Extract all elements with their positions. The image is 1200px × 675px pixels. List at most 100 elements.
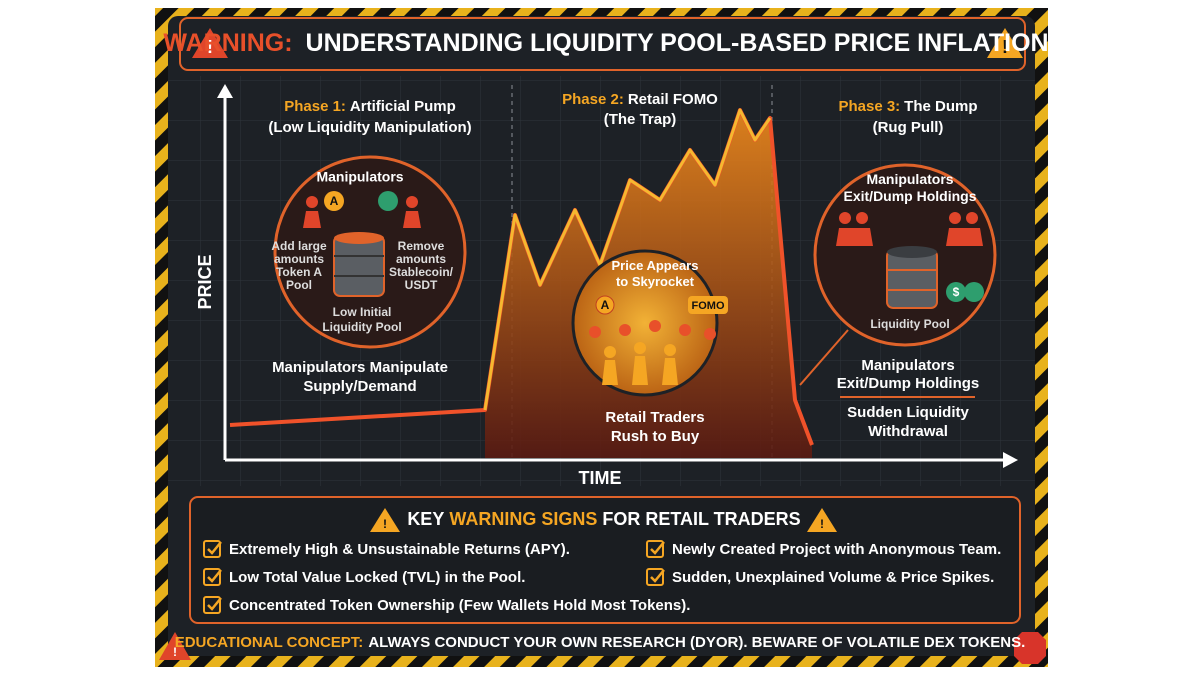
caption-part: Manipulators	[861, 357, 954, 374]
pool-label-part: Liquidity Pool	[322, 320, 401, 334]
signs-title-part: WARNING SIGNS	[449, 509, 597, 529]
warning-icon-part	[987, 28, 1023, 58]
phase-heading: Phase 1: Artificial Pump	[284, 98, 456, 115]
warning-icon-part: !	[383, 517, 387, 531]
person-icon-part	[966, 212, 978, 224]
sign-text: Low Total Value Locked (TVL) in the Pool…	[229, 569, 525, 586]
footer-text-part: EDUCATIONAL CONCEPT:	[175, 634, 364, 651]
sign-text: Extremely High & Unsustainable Returns (…	[229, 541, 570, 558]
phase-heading-part: Phase 1:	[284, 98, 346, 115]
axes-part	[217, 84, 233, 98]
phase-heading-part: Phase 3:	[838, 98, 900, 115]
caption-part: Withdrawal	[868, 423, 948, 440]
phase-1-part	[378, 191, 398, 211]
footer-text-part: ALWAYS CONDUCT YOUR OWN RESEARCH (DYOR).…	[368, 634, 1025, 651]
sign-item: Extremely High & Unsustainable Returns (…	[203, 540, 570, 558]
warning-icon-part	[370, 508, 400, 532]
sign-items: Extremely High & Unsustainable Returns (…	[203, 540, 1001, 614]
caption: Manipulators Manipulate Supply/Demand	[272, 359, 448, 395]
phase-3-part	[946, 282, 966, 302]
x-axis-label: TIME	[579, 468, 622, 488]
circle-title: Manipulators	[316, 169, 403, 185]
warning-signs: ! ! KEY WARNING SIGNS FOR RETAIL TRADERS E…	[189, 496, 1021, 624]
sign-item: Concentrated Token Ownership (Few Wallet…	[203, 596, 690, 614]
person-icon-part	[856, 212, 868, 224]
barrel-part	[887, 246, 937, 258]
check-mark	[650, 569, 665, 583]
warning-icon: !	[807, 508, 837, 532]
sign-item: Sudden, Unexplained Volume & Price Spike…	[646, 568, 994, 586]
right-note-part: USDT	[405, 278, 438, 292]
signs-title: KEY WARNING SIGNS FOR RETAIL TRADERS	[407, 509, 800, 529]
coin-label: $	[953, 285, 960, 299]
person-icon	[836, 212, 983, 246]
warning-icon: !	[192, 28, 228, 58]
barrel-part	[334, 232, 384, 244]
pool-label-part: Low Initial	[333, 305, 392, 319]
phase-subtitle: (Low Liquidity Manipulation)	[268, 119, 471, 136]
phase-heading-part: Retail FOMO	[628, 91, 718, 108]
sign-text: Concentrated Token Ownership (Few Wallet…	[229, 597, 690, 614]
phase-3-part	[964, 282, 984, 302]
phase-1-part	[324, 191, 344, 211]
sign-item: Newly Created Project with Anonymous Tea…	[646, 540, 1001, 558]
check-box	[646, 568, 664, 586]
axes-part	[1003, 452, 1018, 468]
footer: ! EDUCATIONAL CONCEPT: ALWAYS CONDUCT YOU…	[159, 632, 1046, 664]
right-note-part: amounts	[396, 252, 446, 266]
phase-heading: Phase 2: Retail FOMO	[562, 91, 718, 108]
check-mark	[207, 541, 222, 555]
caption-part: Sudden Liquidity	[847, 404, 969, 421]
person-icon-part	[403, 211, 421, 228]
crowd-part	[704, 328, 716, 340]
phase-heading-part: Artificial Pump	[350, 98, 456, 115]
caption-part: Retail Traders	[605, 409, 704, 426]
coin-label: A	[601, 298, 610, 312]
frame-part	[179, 17, 1026, 71]
phase-2: Phase 2: Retail FOMO (The Trap) Price App…	[562, 91, 728, 445]
sign-text: Sudden, Unexplained Volume & Price Spike…	[672, 569, 994, 586]
warning-icon-part	[192, 28, 228, 58]
warning-icon-part	[159, 632, 191, 660]
person-icon	[303, 196, 421, 228]
title-prefix: WARNING:	[163, 29, 292, 57]
axes: PRICE TIME	[195, 84, 1018, 488]
header-title: WARNING: UNDERSTANDING LIQUIDITY POOL-BA…	[163, 29, 1048, 57]
phase-subtitle: (The Trap)	[604, 111, 677, 128]
pool-label: Liquidity Pool	[870, 317, 949, 331]
barrel-part	[333, 235, 385, 297]
check-mark	[207, 597, 222, 611]
crowd-part	[602, 342, 678, 385]
phase-heading-part: Phase 2:	[562, 91, 624, 108]
warning-icon: !	[159, 632, 191, 660]
barrel-part	[886, 249, 938, 309]
crowd-part-part	[634, 342, 646, 354]
phase-3: Phase 3: The Dump (Rug Pull) Manipulators…	[799, 98, 997, 440]
person-icon-part	[949, 212, 961, 224]
left-note: Add large amounts Token A Pool	[271, 239, 327, 292]
person-icon-part	[303, 211, 321, 228]
phase-heading-part: The Dump	[904, 98, 977, 115]
left-note-part: amounts	[274, 252, 324, 266]
phase-2-part	[571, 249, 719, 397]
caption: Manipulators Exit/Dump Holdings	[837, 357, 980, 392]
header: ! ! WARNING: UNDERSTANDING LIQUIDITY POO…	[163, 28, 1049, 58]
check-mark	[207, 569, 222, 583]
phase-3-part	[799, 329, 849, 386]
crowd-part-part	[664, 344, 676, 356]
pool-label: Low Initial Liquidity Pool	[322, 305, 401, 334]
crowd	[589, 320, 716, 385]
circle-title: Manipulators Exit/Dump Holdings	[844, 171, 977, 204]
caption-part: Exit/Dump Holdings	[837, 375, 980, 392]
crowd-part	[589, 326, 601, 338]
crowd-part	[619, 324, 631, 336]
y-axis-label: PRICE	[195, 254, 215, 309]
phase-subtitle: (Rug Pull)	[873, 119, 944, 136]
footer-text: EDUCATIONAL CONCEPT: ALWAYS CONDUCT YOUR …	[175, 634, 1026, 651]
sign-item: Low Total Value Locked (TVL) in the Pool…	[203, 568, 525, 586]
coin-label: A	[330, 194, 339, 208]
crowd-part	[649, 320, 661, 332]
person-icon-part	[839, 212, 851, 224]
